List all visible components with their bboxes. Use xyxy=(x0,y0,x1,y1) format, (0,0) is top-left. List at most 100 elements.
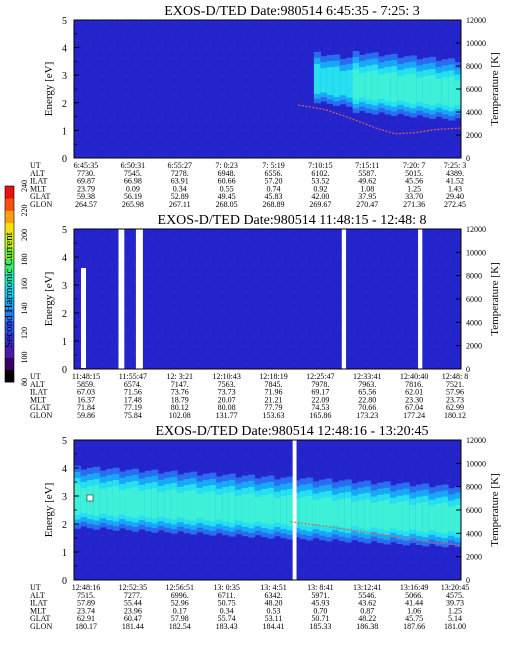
orbit-value: 23.79 xyxy=(77,184,95,193)
orbit-value: 6:50:31 xyxy=(121,161,145,170)
band-cell xyxy=(177,492,185,518)
orbit-value: 272.45 xyxy=(444,200,466,209)
colorbar-frame xyxy=(4,185,15,383)
temperature-tick-label: 10000 xyxy=(466,248,486,257)
orbit-value: 0.53 xyxy=(267,606,281,615)
colorbar-swatch xyxy=(5,222,14,236)
orbit-value: 1.08 xyxy=(360,184,374,193)
orbit-value: 0.34 xyxy=(220,606,234,615)
orbit-value: 5546. xyxy=(358,591,376,600)
orbit-value: 5.14 xyxy=(448,614,462,623)
orbit-value: 50.75 xyxy=(218,599,236,608)
temperature-tick-label: 0 xyxy=(466,576,470,585)
temperature-tick-label: 4000 xyxy=(466,318,482,327)
temperature-tick-label: 10000 xyxy=(466,39,486,48)
energy-tick-label: 0 xyxy=(62,365,67,376)
colorbar-swatch xyxy=(5,296,14,309)
orbit-row-label: UT xyxy=(30,583,41,592)
band-cell xyxy=(203,492,210,521)
band-cell xyxy=(144,489,152,518)
orbit-value: 0.70 xyxy=(313,606,327,615)
orbit-row-label: MLT xyxy=(30,184,46,193)
orbit-row-label: ILAT xyxy=(30,177,47,186)
orbit-value: 56.19 xyxy=(124,192,142,201)
orbit-value: 57.89 xyxy=(77,599,95,608)
orbit-value: 73.76 xyxy=(171,388,189,397)
orbit-value: 57.20 xyxy=(265,177,283,186)
orbit-row-label: ALT xyxy=(30,169,45,178)
orbit-value: 16.37 xyxy=(77,395,95,404)
temperature-tick-label: 2000 xyxy=(466,131,482,140)
orbit-row-label: ALT xyxy=(30,591,45,600)
orbit-value: 62.91 xyxy=(77,614,95,623)
orbit-value: 265.98 xyxy=(122,200,144,209)
data-gap xyxy=(418,229,423,369)
orbit-value: 42.00 xyxy=(311,192,329,201)
orbit-value: 7147. xyxy=(171,380,189,389)
band-cell xyxy=(286,495,294,526)
band-cell xyxy=(397,76,405,101)
orbit-value: 59.38 xyxy=(77,192,95,201)
colorbar-tick-label: 240 xyxy=(20,180,29,192)
orbit-value: 7278. xyxy=(171,169,189,178)
temperature-tick-label: 12000 xyxy=(466,225,486,234)
band-cell xyxy=(435,79,443,104)
orbit-value: 43.62 xyxy=(358,599,376,608)
colorbar-tick-label: 200 xyxy=(20,229,29,241)
orbit-value: 181.44 xyxy=(122,622,144,631)
band-cell xyxy=(248,493,256,524)
band-cell xyxy=(164,490,172,519)
orbit-value: 6102. xyxy=(311,169,329,178)
band-cell xyxy=(119,490,127,515)
orbit-value: 52.89 xyxy=(171,192,189,201)
band-cell xyxy=(280,496,288,525)
colorbar-tick-label: 80 xyxy=(20,378,29,386)
temperature-tick-label: 0 xyxy=(466,154,470,163)
orbit-value: 45.93 xyxy=(311,599,329,608)
band-cell xyxy=(157,492,165,517)
band-cell xyxy=(422,501,430,533)
panel-1: EXOS-D/TED Date:980514 6:45:35 - 7:25: 3… xyxy=(30,4,501,209)
energy-tick-label: 2 xyxy=(62,520,67,531)
band-cell xyxy=(352,69,360,100)
orbit-value: 5587. xyxy=(358,169,376,178)
band-cell xyxy=(209,491,217,522)
orbit-value: 270.47 xyxy=(356,200,378,209)
band-cell xyxy=(370,502,378,528)
colorbar-swatch xyxy=(5,369,14,383)
orbit-value: 13: 4:51 xyxy=(260,583,286,592)
band-cell xyxy=(170,489,178,520)
energy-tick-label: 3 xyxy=(62,492,67,503)
colorbar-swatch xyxy=(5,271,14,285)
band-cell xyxy=(306,496,314,527)
orbit-value: 7277. xyxy=(124,591,142,600)
data-gap xyxy=(341,229,347,369)
energy-tick-label: 5 xyxy=(62,225,67,236)
temperature-tick-label: 4000 xyxy=(466,108,482,117)
orbit-value: 180.17 xyxy=(75,622,97,631)
band-cell xyxy=(454,80,462,105)
panel-2-energy-label: Energy [eV] xyxy=(43,272,55,326)
temperature-tick-label: 0 xyxy=(466,365,470,374)
band-cell xyxy=(74,484,81,515)
orbit-value: 60.66 xyxy=(218,177,236,186)
orbit-value: 6342. xyxy=(265,591,283,600)
band-cell xyxy=(125,488,133,517)
data-gap xyxy=(118,229,125,369)
colorbar-swatch xyxy=(5,345,14,358)
band-cell xyxy=(429,75,437,106)
band-cell xyxy=(448,76,456,107)
orbit-value: 13:12:41 xyxy=(353,583,381,592)
orbit-value: 80.12 xyxy=(171,403,189,412)
orbit-value: 4575. xyxy=(446,591,464,600)
orbit-value: 23.73 xyxy=(446,395,464,404)
energy-tick-label: 3 xyxy=(62,71,67,82)
band-cell xyxy=(351,501,359,527)
colorbar-swatches xyxy=(4,185,15,383)
orbit-value: 7521. xyxy=(446,380,464,389)
band-cell xyxy=(235,495,243,521)
orbit-value: 7563. xyxy=(218,380,236,389)
orbit-value: 67.04 xyxy=(405,403,423,412)
data-gap xyxy=(292,440,297,580)
